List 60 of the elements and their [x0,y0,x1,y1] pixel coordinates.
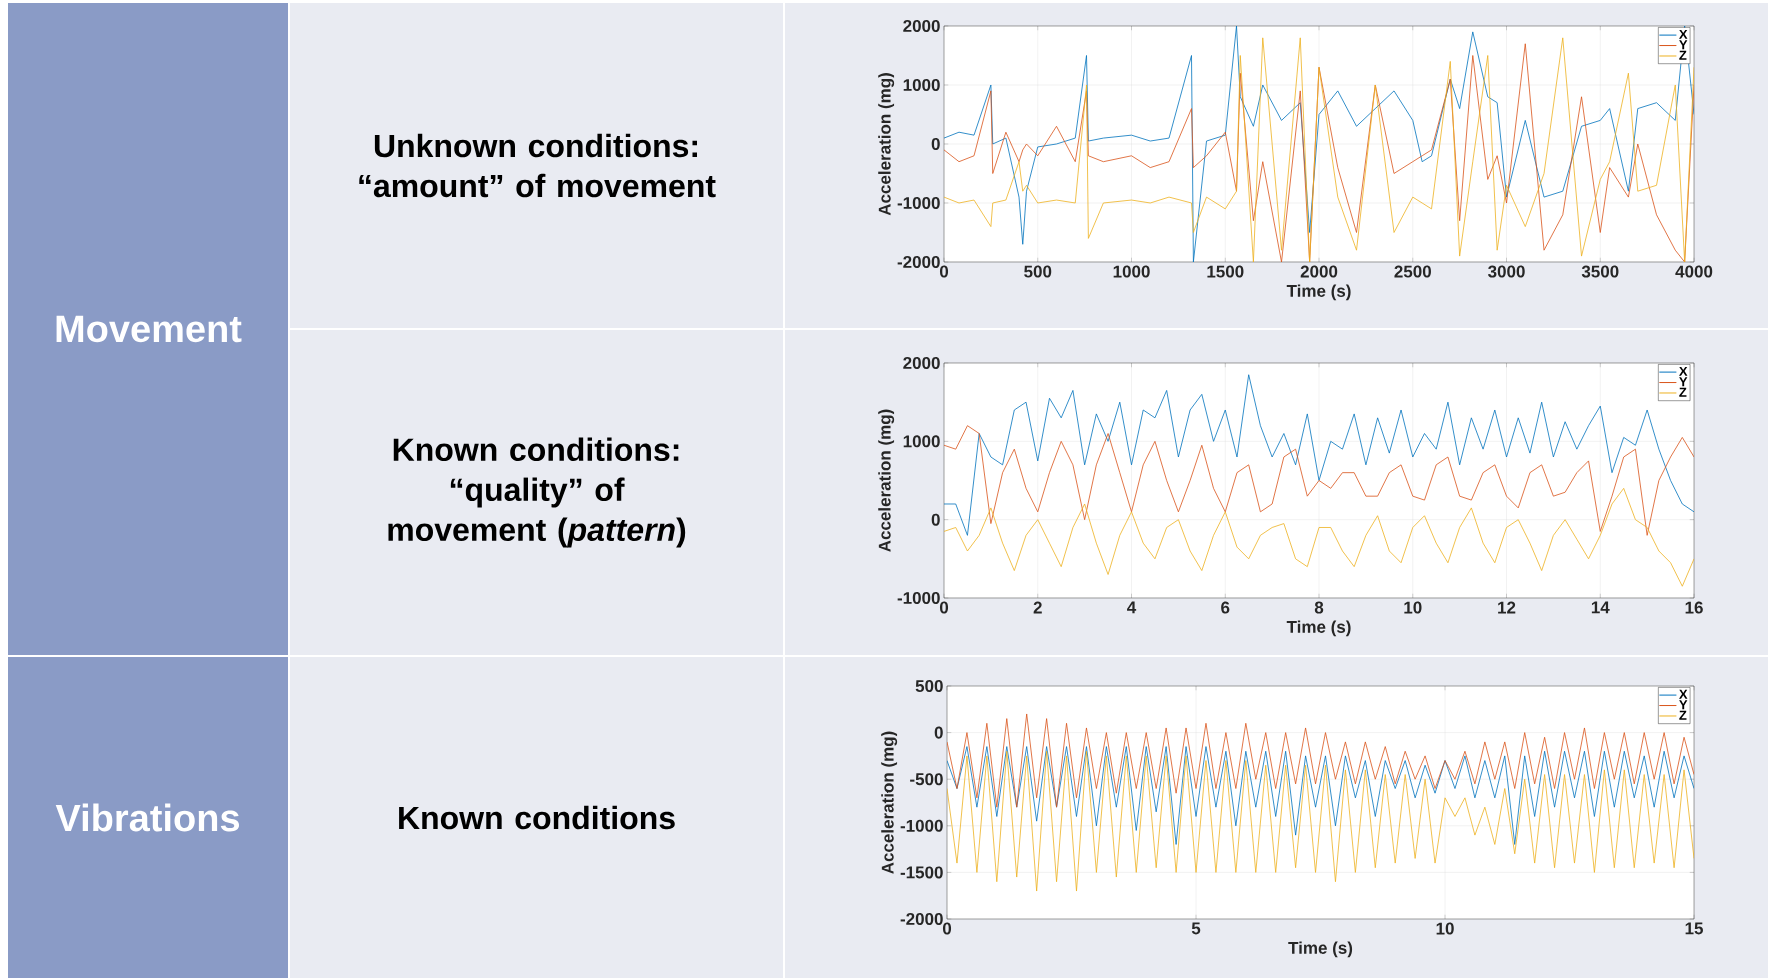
y-tick-label: 500 [915,679,943,693]
y-tick-label: 0 [931,137,940,151]
text: Vibrations [55,803,240,832]
legend-label: Z [1679,387,1687,397]
text: Known conditions [399,805,675,830]
line-series [947,750,1695,892]
text: Unknown conditions: “amount” of movement [359,133,716,198]
y-tick-label: -500 [910,773,943,786]
y-tick-label: -2000 [897,255,940,269]
x-tick-label: 500 [1024,265,1052,278]
x-tick-label: 0 [942,922,952,935]
y-tick-label: -1000 [897,591,940,605]
x-axis-title: Time (s) [1288,941,1353,958]
x-tick-label: 4000 [1675,265,1713,278]
legend-label: X [1679,29,1688,39]
text: Known conditions: “quality” of movement (pattern) [388,437,686,548]
x-tick-label: 2 [1033,601,1042,614]
y-axis-title: Acceleration (mg) [878,409,895,552]
line-series [944,374,1695,536]
y-tick-label: 1000 [903,435,940,448]
legend-label: Y [1679,700,1688,710]
x-tick-label: 3500 [1581,265,1619,278]
legend-label: Y [1679,40,1688,50]
legend-label: X [1679,366,1688,376]
y-tick-label: 0 [934,726,943,739]
legend-label: X [1679,689,1688,699]
x-tick-label: 1500 [1207,265,1244,278]
x-tick-label: 14 [1591,601,1610,614]
x-tick-label: 10 [1404,601,1422,614]
legend-label: Z [1679,710,1687,720]
x-tick-label: 16 [1685,601,1703,614]
y-tick-label: 2000 [903,19,940,33]
y-tick-label: 1000 [903,78,940,92]
text: Movement [56,315,242,343]
legend-label: Y [1679,377,1688,387]
x-tick-label: 15 [1685,922,1703,935]
y-axis-title: Acceleration (mg) [878,73,895,216]
x-tick-label: 5 [1191,922,1201,935]
x-tick-label: 4 [1127,601,1137,614]
x-tick-label: 6 [1221,601,1230,614]
y-tick-label: 0 [931,513,940,526]
x-tick-label: 2500 [1394,265,1431,278]
x-tick-label: 12 [1498,601,1516,614]
x-tick-label: 10 [1436,922,1454,935]
x-tick-label: 8 [1314,601,1324,614]
y-tick-label: 2000 [903,356,940,370]
y-axis-title: Acceleration (mg) [881,731,898,874]
x-tick-label: 1000 [1113,265,1150,278]
x-tick-label: 3000 [1488,265,1525,278]
y-tick-label: -1500 [900,866,943,879]
y-tick-label: -1000 [897,196,940,210]
x-axis-title: Time (s) [1286,284,1351,301]
y-tick-label: -2000 [900,912,943,926]
x-axis-title: Time (s) [1286,620,1351,637]
legend-label: Z [1679,50,1687,60]
y-tick-label: -1000 [900,819,943,832]
line-series [944,425,1695,536]
line-series [947,746,1695,845]
x-tick-label: 2000 [1300,265,1338,278]
line-series [944,487,1695,587]
